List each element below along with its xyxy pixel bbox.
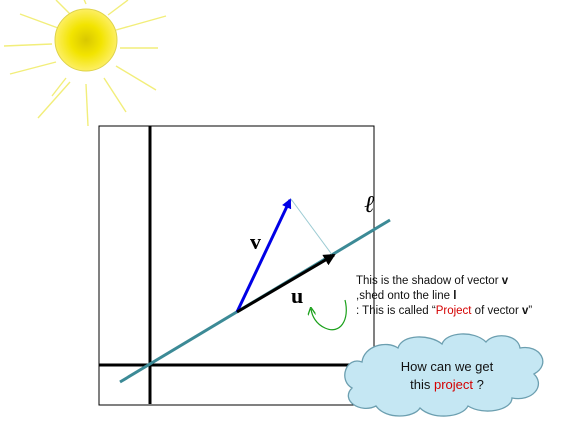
cloud-line-1: How can we get xyxy=(400,359,494,374)
note-line-1: This is the shadow of vector v xyxy=(356,275,509,287)
vector-v-arrow xyxy=(235,198,292,313)
plot-frame xyxy=(98,125,375,406)
question-cloud xyxy=(344,333,544,417)
note-line-3: : This is called “Project of vector v” xyxy=(356,305,533,317)
cloud-line-2: this project ? xyxy=(410,377,484,392)
vector-u-arrow xyxy=(236,253,336,314)
vector-u-label: u xyxy=(291,283,304,308)
projection-perpendicular xyxy=(290,198,334,257)
cloud-question: How can we get this project ? xyxy=(372,358,522,394)
vector-v-label: v xyxy=(250,229,261,254)
line-l-label: ℓ xyxy=(364,190,374,218)
sun-icon xyxy=(3,0,167,127)
shadow-note: This is the shadow of vector v ,shed ont… xyxy=(356,274,571,319)
green-pointer-arrow xyxy=(311,299,347,331)
note-line-2: ,shed onto the line l xyxy=(356,290,457,302)
